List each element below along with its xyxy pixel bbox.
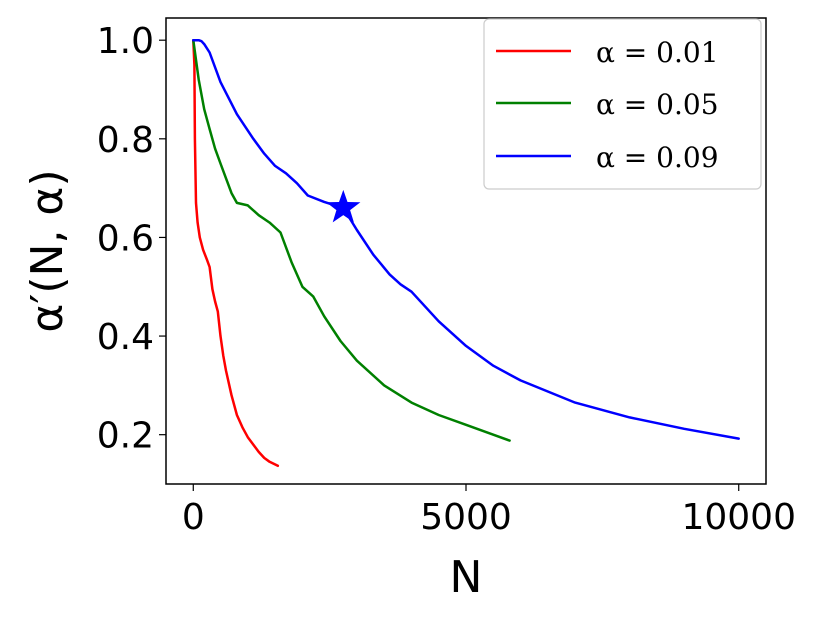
- star-marker: [326, 189, 361, 223]
- x-tick-label: 5000: [420, 497, 512, 538]
- y-tick-label: 0.2: [97, 416, 154, 457]
- plot-layer: [192, 38, 740, 468]
- series-line-1: [192, 38, 280, 468]
- y-axis-title: α′(N, α): [22, 169, 73, 332]
- legend: α = 0.01 α = 0.05 α = 0.09: [483, 18, 762, 190]
- legend-box: [483, 18, 762, 190]
- y-tick-label: 1.0: [97, 21, 154, 62]
- y-tick-label: 0.4: [97, 317, 154, 358]
- legend-label-alpha-005: α = 0.05: [596, 88, 719, 121]
- y-tick-label: 0.6: [97, 218, 154, 259]
- x-axis-title: N: [450, 552, 483, 603]
- x-tick-label: 10000: [681, 497, 796, 538]
- x-tick-label: 0: [182, 497, 205, 538]
- y-tick-label: 0.8: [97, 120, 154, 161]
- series-line-2: [192, 38, 511, 442]
- axes-layer: 0 5000 10000 0.2 0.4 0.6 0.8 1.0: [97, 21, 796, 538]
- legend-label-alpha-009: α = 0.09: [596, 141, 719, 174]
- legend-label-alpha-001: α = 0.01: [596, 36, 719, 69]
